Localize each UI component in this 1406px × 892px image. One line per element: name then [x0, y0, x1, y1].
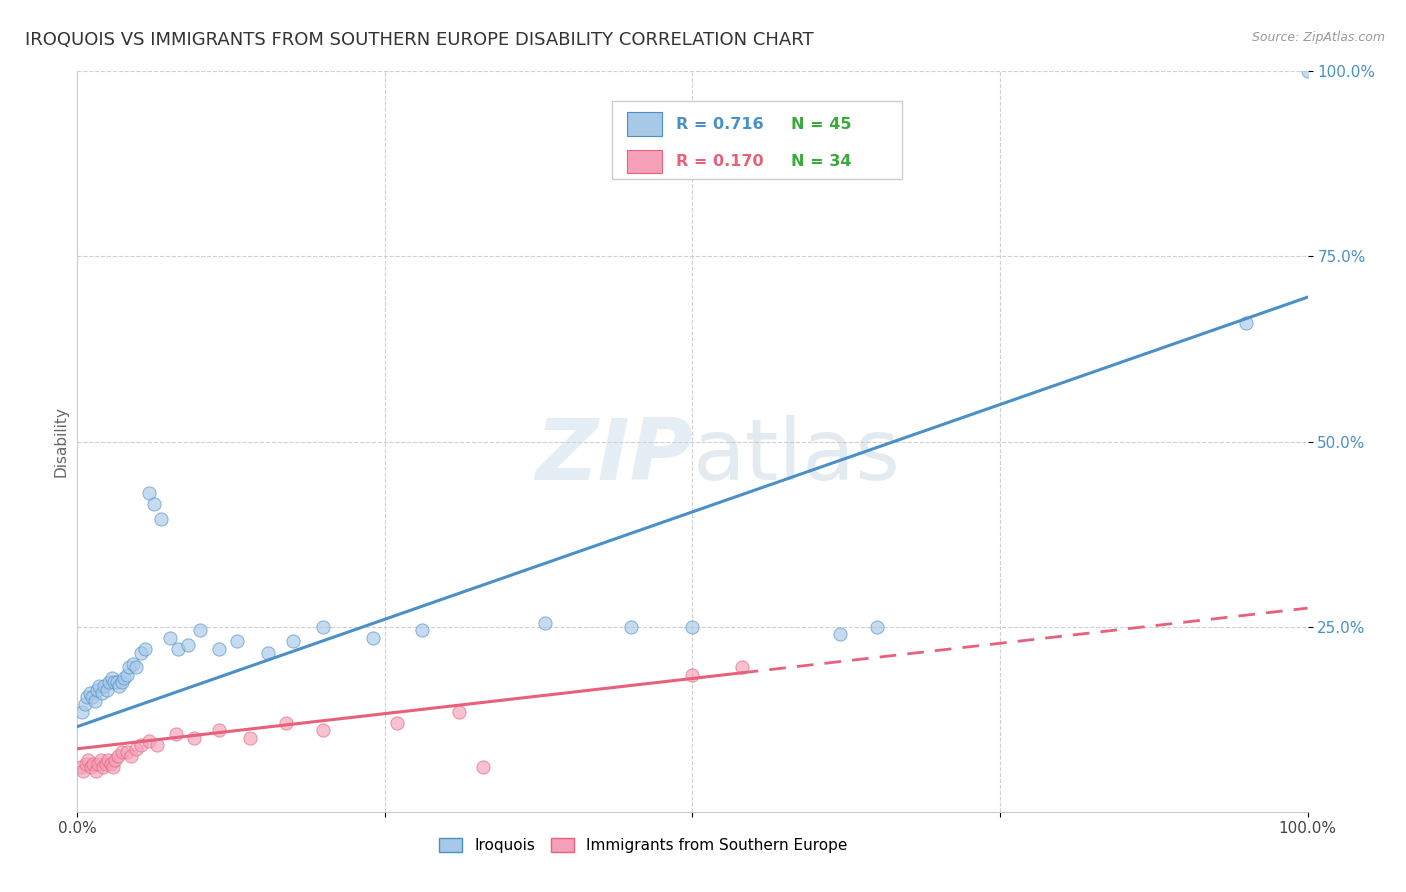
Point	[103, 675, 125, 690]
Bar	[627, 112, 662, 136]
Point	[97, 753, 120, 767]
Point	[112, 672, 135, 686]
Point	[96, 682, 118, 697]
Point	[146, 738, 169, 752]
Y-axis label: Disability: Disability	[53, 406, 69, 477]
Point	[101, 672, 124, 686]
Point	[107, 749, 129, 764]
FancyBboxPatch shape	[613, 101, 901, 178]
Point	[239, 731, 262, 745]
Point	[361, 631, 384, 645]
Point	[142, 498, 165, 512]
Point	[138, 734, 160, 748]
Point	[830, 627, 852, 641]
Point	[86, 682, 108, 697]
Text: Source: ZipAtlas.com: Source: ZipAtlas.com	[1251, 31, 1385, 45]
Text: N = 45: N = 45	[792, 117, 852, 132]
Point	[115, 746, 138, 760]
Point	[73, 698, 96, 712]
Point	[385, 715, 409, 730]
Point	[75, 756, 97, 771]
Point	[312, 723, 335, 738]
Point	[91, 760, 114, 774]
Point	[82, 756, 104, 771]
Point	[93, 679, 115, 693]
Point	[100, 756, 122, 771]
Point	[87, 756, 110, 771]
Point	[111, 675, 132, 690]
Point	[90, 686, 114, 700]
Point	[138, 486, 160, 500]
Point	[276, 715, 298, 730]
Point	[83, 694, 105, 708]
Point	[167, 641, 190, 656]
Point	[165, 727, 187, 741]
Point	[125, 741, 148, 756]
Point	[94, 756, 117, 771]
Point	[115, 667, 138, 681]
Point	[312, 619, 335, 633]
Point	[118, 660, 141, 674]
Point	[105, 675, 128, 690]
Point	[125, 660, 148, 674]
Point	[257, 646, 280, 660]
Point	[150, 512, 173, 526]
Point	[121, 749, 143, 764]
Point	[121, 657, 143, 671]
Point	[108, 679, 131, 693]
Point	[620, 619, 643, 633]
Point	[682, 619, 704, 633]
Point	[79, 686, 101, 700]
Point	[82, 690, 104, 704]
Point	[80, 760, 103, 774]
Point	[72, 764, 94, 778]
Point	[281, 634, 304, 648]
Point	[98, 675, 121, 690]
Point	[447, 705, 470, 719]
Point	[183, 731, 205, 745]
Point	[129, 738, 153, 752]
Point	[111, 746, 132, 760]
Bar	[627, 150, 662, 173]
Point	[188, 624, 212, 638]
Text: R = 0.716: R = 0.716	[676, 117, 763, 132]
Text: IROQUOIS VS IMMIGRANTS FROM SOUTHERN EUROPE DISABILITY CORRELATION CHART: IROQUOIS VS IMMIGRANTS FROM SOUTHERN EUR…	[25, 31, 814, 49]
Point	[177, 638, 200, 652]
Point	[208, 641, 231, 656]
Point	[84, 764, 107, 778]
Legend: Iroquois, Immigrants from Southern Europe: Iroquois, Immigrants from Southern Europ…	[433, 832, 853, 860]
Point	[76, 690, 98, 704]
Text: ZIP: ZIP	[534, 415, 693, 498]
Point	[101, 760, 124, 774]
Point	[90, 753, 112, 767]
Point	[70, 760, 93, 774]
Point	[682, 667, 704, 681]
Text: N = 34: N = 34	[792, 154, 852, 169]
Point	[134, 641, 156, 656]
Point	[70, 705, 93, 719]
Point	[534, 615, 557, 630]
Point	[208, 723, 231, 738]
Point	[129, 646, 153, 660]
Point	[226, 634, 249, 648]
Text: atlas: atlas	[693, 415, 900, 498]
Point	[731, 660, 754, 674]
Point	[159, 631, 181, 645]
Point	[472, 760, 495, 774]
Point	[77, 753, 100, 767]
Point	[104, 753, 127, 767]
Point	[411, 624, 433, 638]
Point	[89, 679, 111, 693]
Point	[1296, 64, 1319, 78]
Text: R = 0.170: R = 0.170	[676, 154, 763, 169]
Point	[866, 619, 889, 633]
Point	[1234, 316, 1257, 330]
